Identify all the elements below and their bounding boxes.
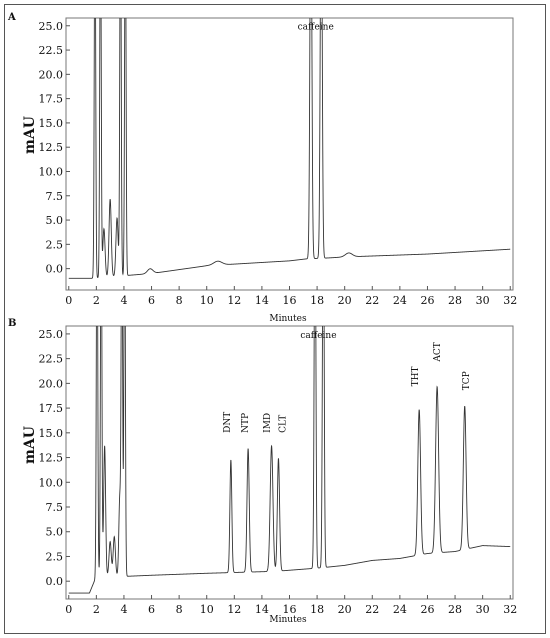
y-tick-label: 10.0 (39, 165, 64, 178)
peak-label: CLT (278, 415, 288, 433)
peak-label: caffeine (300, 331, 336, 341)
peak-label: THT (411, 366, 421, 386)
x-axis-label: Minutes (269, 314, 307, 324)
x-tick-label: 28 (448, 603, 462, 616)
y-tick-label: 22.5 (39, 44, 64, 57)
y-tick-label: 25.0 (39, 328, 64, 341)
x-tick-label: 10 (200, 294, 214, 307)
peak-label: IMD (263, 413, 273, 433)
x-tick-label: 0 (65, 294, 72, 307)
y-axis-label: mAU (22, 426, 38, 464)
x-tick-label: 18 (310, 603, 324, 616)
x-tick-label: 26 (420, 294, 434, 307)
x-tick-label: 8 (176, 294, 183, 307)
peak-label: DNT (223, 412, 233, 433)
x-tick-label: 32 (503, 603, 517, 616)
plot-area-border (65, 325, 514, 600)
x-tick-label: 6 (148, 603, 155, 616)
x-tick-label: 2 (93, 294, 100, 307)
y-tick-label: 17.5 (39, 402, 64, 415)
y-tick-label: 7.5 (46, 501, 64, 514)
y-tick-label: 2.5 (46, 238, 64, 251)
y-tick-label: 12.5 (39, 452, 64, 465)
x-tick-label: 28 (448, 294, 462, 307)
figure-frame (4, 4, 546, 634)
x-tick-label: 20 (338, 294, 352, 307)
y-tick-label: 20.0 (39, 377, 64, 390)
plot-area-border (65, 17, 514, 291)
x-tick-label: 16 (283, 603, 297, 616)
x-tick-label: 22 (365, 294, 379, 307)
y-tick-label: 2.5 (46, 550, 64, 563)
x-tick-label: 20 (338, 603, 352, 616)
x-tick-label: 8 (176, 603, 183, 616)
y-tick-label: 25.0 (39, 20, 64, 33)
x-tick-label: 2 (93, 603, 100, 616)
y-tick-label: 15.0 (39, 117, 64, 130)
x-tick-label: 30 (476, 294, 490, 307)
x-tick-label: 22 (365, 603, 379, 616)
x-tick-label: 12 (227, 603, 241, 616)
y-tick-label: 5.0 (46, 526, 64, 539)
peak-label: TCP (462, 371, 472, 390)
x-tick-label: 14 (255, 603, 269, 616)
x-tick-label: 24 (393, 294, 407, 307)
x-tick-label: 16 (283, 294, 297, 307)
y-tick-label: 0.0 (46, 263, 64, 276)
peak-label: caffeine (298, 23, 334, 33)
peak-label: ACT (433, 342, 443, 362)
x-tick-label: 14 (255, 294, 269, 307)
x-tick-label: 0 (65, 603, 72, 616)
y-tick-label: 5.0 (46, 214, 64, 227)
x-axis-label: Minutes (269, 615, 307, 625)
x-tick-label: 4 (120, 294, 127, 307)
y-tick-label: 22.5 (39, 353, 64, 366)
y-tick-label: 0.0 (46, 575, 64, 588)
y-tick-label: 15.0 (39, 427, 64, 440)
x-tick-label: 4 (120, 603, 127, 616)
panel-letter: B (8, 318, 16, 329)
chromatogram-trace (68, 326, 511, 594)
y-tick-label: 7.5 (46, 190, 64, 203)
x-tick-label: 6 (148, 294, 155, 307)
x-tick-label: 24 (393, 603, 407, 616)
peak-label: NTP (241, 413, 251, 433)
x-tick-label: 32 (503, 294, 517, 307)
x-tick-label: 18 (310, 294, 324, 307)
x-tick-label: 30 (476, 603, 490, 616)
y-tick-label: 10.0 (39, 476, 64, 489)
y-tick-label: 17.5 (39, 93, 64, 106)
y-tick-label: 12.5 (39, 141, 64, 154)
y-axis-label: mAU (22, 116, 38, 154)
chromatogram-trace (68, 18, 511, 279)
x-tick-label: 12 (227, 294, 241, 307)
panel-letter: A (7, 12, 16, 23)
x-tick-label: 26 (420, 603, 434, 616)
x-tick-label: 10 (200, 603, 214, 616)
y-tick-label: 20.0 (39, 68, 64, 81)
